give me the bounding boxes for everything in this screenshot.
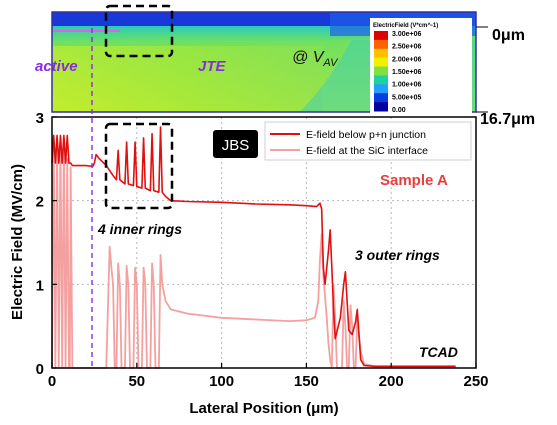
colorbar-swatches [374,31,388,112]
colorbar-swatch [374,48,388,59]
colorbar-label: 3.00e+06 [392,31,421,38]
inner-rings-box-inset [104,4,174,58]
x-tick-label: 0 [48,373,56,390]
colorbar-swatch [374,84,388,94]
bias-label: @ VAV [292,49,339,69]
colorbar-swatch [374,75,388,85]
bias-label-main: @ V [292,49,325,66]
colorbar-label: 1.00e+06 [392,82,421,89]
colorbar: ElectricField (V*cm^-1) 3.00e+06 2.50e+06… [370,18,472,114]
inset-border [51,11,477,113]
x-tick-label: 100 [209,373,234,390]
legend-entry-interface: E-field at the SiC interface [306,145,428,157]
x-tick-label: 250 [463,373,488,390]
y-tick-label: 1 [36,277,44,294]
y-tick-label: 3 [36,110,44,127]
y-axis-title: Electric Field (MV/cm) [9,164,26,320]
colorbar-labels: 3.00e+06 2.50e+06 2.00e+06 1.50e+06 1.00e+06… [392,31,421,114]
plot-frame [51,116,477,369]
sample-label: Sample A [380,172,448,189]
colorbar-swatch [374,39,388,50]
colorbar-swatch [374,93,388,103]
legend-badge [213,130,258,158]
legend: JBS E-field below p+n junction E-field a… [213,121,472,161]
x-tick-label: 200 [379,373,404,390]
depth-bottom-label: 16.7μm [480,111,535,128]
inner-rings-box-plot [104,122,174,210]
legend-badge-text: JBS [222,137,250,154]
y-tick-label: 0 [36,361,44,378]
colorbar-swatch [374,102,388,112]
depth-top-label: 0μm [492,27,525,44]
colorbar-swatch [374,31,388,41]
x-axis-title: Lateral Position (μm) [189,400,338,417]
colorbar-label: 5.00e+05 [392,94,421,101]
colorbar-title: ElectricField (V*cm^-1) [373,23,438,29]
colorbar-swatch [374,57,388,68]
y-tick-label: 2 [36,194,44,211]
outer-rings-label: 3 outer rings [355,247,440,263]
colorbar-swatch [374,66,388,76]
inset-high-field-zone [52,46,322,112]
colorbar-label: 1.50e+06 [392,69,421,76]
legend-entry-junction: E-field below p+n junction [306,129,426,141]
y-axis-ticks: 0 1 2 3 [36,110,57,378]
colorbar-label: 0.00 [392,107,406,114]
region-active-label: active [35,58,78,75]
legend-box [264,121,472,161]
region-jte-label: JTE [198,58,227,75]
tcad-inset: ElectricField (V*cm^-1) 3.00e+06 2.50e+06… [35,11,535,128]
inner-rings-label: 4 inner rings [97,221,182,237]
x-tick-label: 150 [294,373,319,390]
series-line-junction [51,126,456,368]
colorbar-label: 2.50e+06 [392,44,421,51]
x-axis-ticks: 0 50 100 150 200 250 [48,363,489,390]
colorbar-label: 2.00e+06 [392,56,421,63]
bias-label-sub: AV [322,57,339,69]
x-tick-label: 50 [128,373,145,390]
tcad-label: TCAD [419,344,458,360]
